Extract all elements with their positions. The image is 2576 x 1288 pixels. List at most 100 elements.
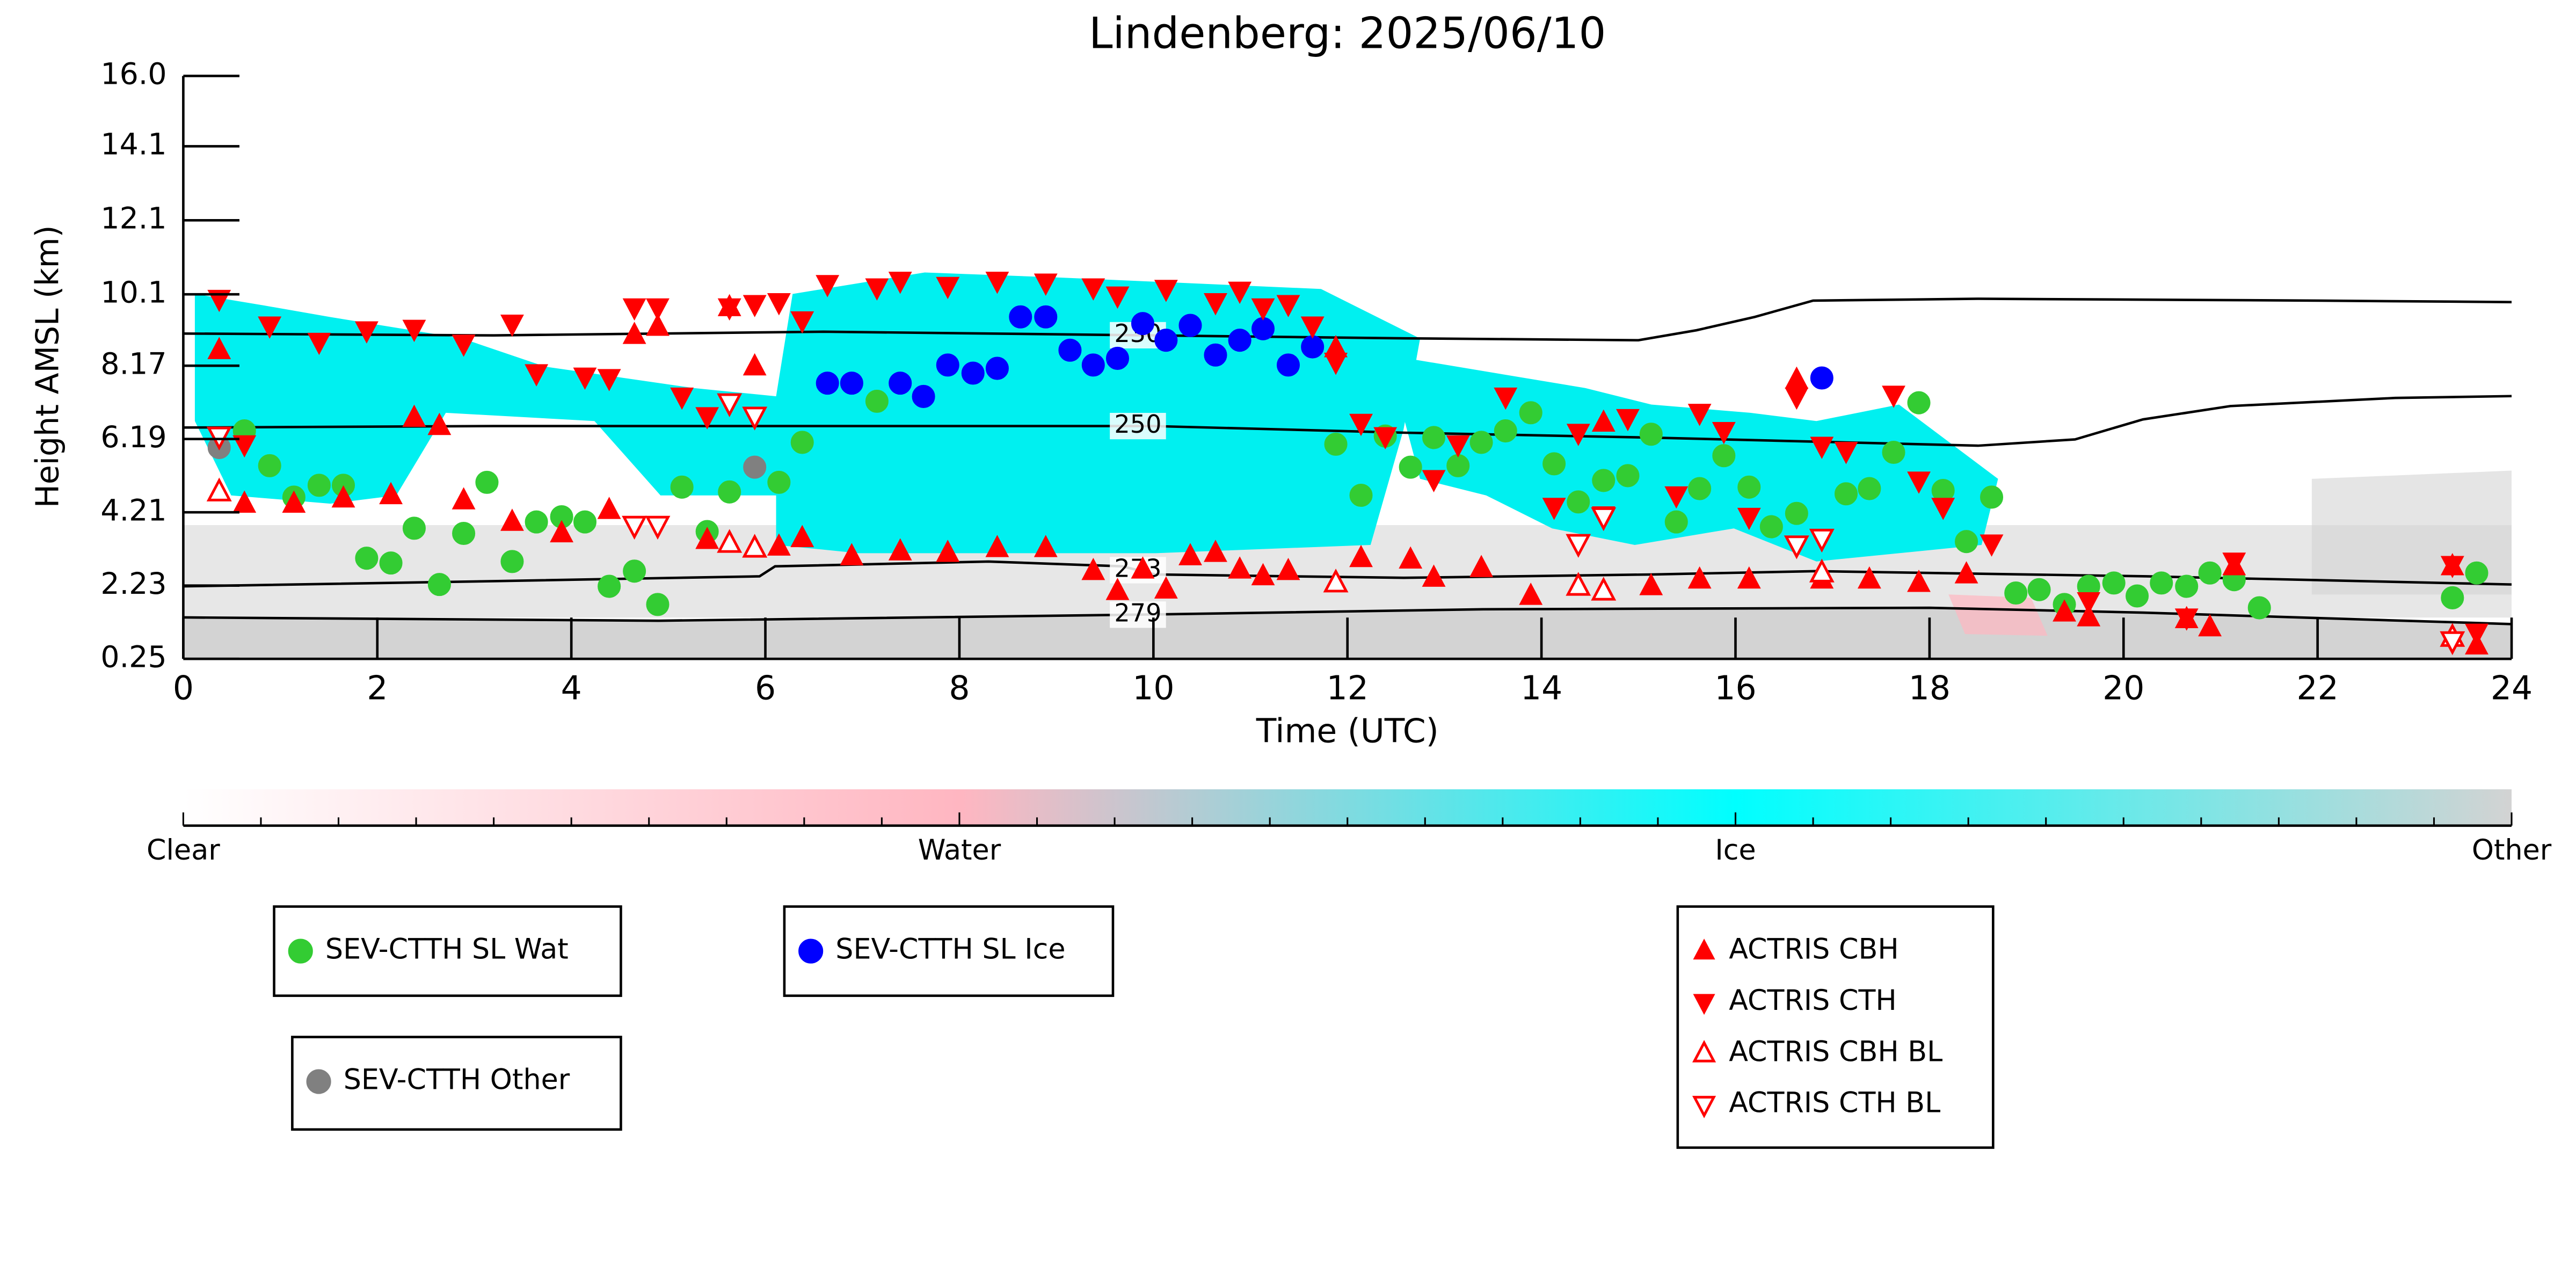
marker-triangle-down	[2440, 631, 2465, 656]
marker-triangle-up	[1639, 573, 1663, 595]
marker-triangle-down	[1566, 424, 1590, 446]
marker-triangle-up	[985, 535, 1009, 557]
marker-circle	[1324, 432, 1348, 456]
y-tick-label: 8.17	[100, 347, 166, 381]
marker-circle	[1399, 455, 1422, 479]
marker-circle	[355, 547, 379, 570]
contour-label-bg	[1110, 412, 1166, 440]
marker-circle	[452, 521, 476, 545]
marker-triangle-up	[1693, 938, 1715, 960]
marker-triangle-up	[1422, 564, 1446, 587]
colorbar-label: Water	[918, 834, 1001, 867]
marker-circle	[573, 510, 596, 534]
marker-circle	[402, 516, 426, 540]
colorbar-label: Other	[2472, 834, 2552, 867]
x-tick-label: 22	[2297, 669, 2339, 708]
marker-triangle-down	[1784, 535, 1809, 559]
marker-triangle-down	[1349, 413, 1373, 436]
marker-triangle-up	[1566, 572, 1591, 596]
marker-triangle-down	[1907, 471, 1931, 494]
contour-line	[183, 606, 2512, 625]
marker-triangle-up	[232, 490, 257, 513]
marker-circle	[1204, 343, 1227, 367]
marker-triangle-down	[717, 298, 741, 321]
marker-circle	[475, 470, 499, 494]
legend: ACTRIS CBH ACTRIS CTH ACTRIS CBH BL ACTRIS …	[1676, 905, 1995, 1149]
marker-triangle-down	[622, 515, 647, 540]
marker-circle	[525, 510, 548, 534]
marker-triangle-up	[743, 353, 767, 376]
marker-circle	[1737, 475, 1761, 499]
marker-circle	[2102, 571, 2126, 595]
marker-circle	[2441, 586, 2464, 609]
marker-triangle-down	[1810, 436, 1834, 459]
marker-triangle-down	[1616, 409, 1640, 432]
marker-triangle-up	[1399, 546, 1423, 569]
marker-triangle-down	[1712, 421, 1736, 445]
marker-circle	[1592, 469, 1616, 492]
marker-triangle-down	[354, 321, 379, 344]
marker-triangle-up	[622, 322, 646, 344]
marker-triangle-down	[1591, 507, 1617, 532]
marker-circle	[1858, 477, 1881, 500]
marker-circle	[1785, 501, 1808, 525]
marker-triangle-down	[573, 367, 597, 390]
marker-triangle-down	[2222, 552, 2246, 575]
x-tick-label: 18	[1909, 669, 1951, 708]
marker-triangle-down	[1204, 293, 1227, 316]
marker-triangle-down	[525, 364, 549, 387]
marker-triangle-down	[258, 316, 282, 339]
marker-circle	[1081, 353, 1105, 377]
marker-circle	[961, 361, 985, 385]
marker-triangle-down	[888, 272, 912, 294]
marker-triangle-down	[1980, 534, 2004, 557]
marker-triangle-up	[646, 314, 670, 336]
marker-triangle-down	[1300, 316, 1325, 339]
marker-triangle-up	[597, 497, 621, 519]
marker-triangle-down	[936, 276, 960, 300]
marker-circle	[1882, 441, 1905, 464]
legend-box	[291, 1036, 622, 1131]
marker-triangle-down	[1809, 528, 1835, 553]
marker-triangle-down	[985, 272, 1009, 294]
legend-label: SEV-CTTH SL Wat	[325, 933, 569, 966]
marker-circle	[670, 475, 694, 499]
marker-circle	[985, 356, 1009, 380]
legend-box	[1676, 905, 1995, 1149]
marker-triangle-up	[1591, 577, 1617, 601]
marker-triangle-down	[1664, 486, 1689, 509]
legend-box	[273, 905, 622, 997]
marker-triangle-down	[1081, 278, 1105, 301]
x-tick-label: 20	[2102, 669, 2144, 708]
marker-circle	[258, 454, 281, 477]
marker-triangle-down	[1422, 470, 1446, 492]
marker-circle	[379, 551, 403, 575]
marker-circle	[598, 574, 621, 598]
colorbar-label: Ice	[1715, 834, 1756, 867]
marker-circle	[1639, 423, 1663, 446]
marker-triangle-down	[1931, 498, 1955, 520]
marker-triangle-down	[646, 298, 670, 321]
marker-triangle-up	[331, 485, 355, 508]
marker-triangle-up	[1251, 563, 1275, 586]
y-tick-label: 16.0	[100, 57, 166, 92]
marker-triangle-up	[2198, 614, 2222, 637]
marker-circle	[936, 353, 959, 377]
marker-triangle-down	[1446, 435, 1470, 458]
marker-circle	[623, 559, 646, 583]
marker-circle	[1276, 353, 1300, 377]
marker-triangle-down	[1251, 298, 1275, 321]
marker-triangle-up	[1154, 576, 1178, 599]
marker-triangle-down	[402, 319, 426, 343]
marker-triangle-up	[1276, 557, 1300, 580]
marker-triangle-up	[2053, 599, 2076, 622]
x-axis-label: Time (UTC)	[1256, 712, 1439, 751]
marker-triangle-up	[452, 487, 476, 510]
marker-circle	[1034, 305, 1058, 329]
legend: SEV-CTTH Other	[291, 1036, 622, 1131]
marker-triangle-down	[1687, 404, 1712, 426]
marker-triangle-up	[1687, 566, 1712, 589]
marker-circle	[767, 470, 791, 494]
marker-circle	[1422, 426, 1446, 449]
